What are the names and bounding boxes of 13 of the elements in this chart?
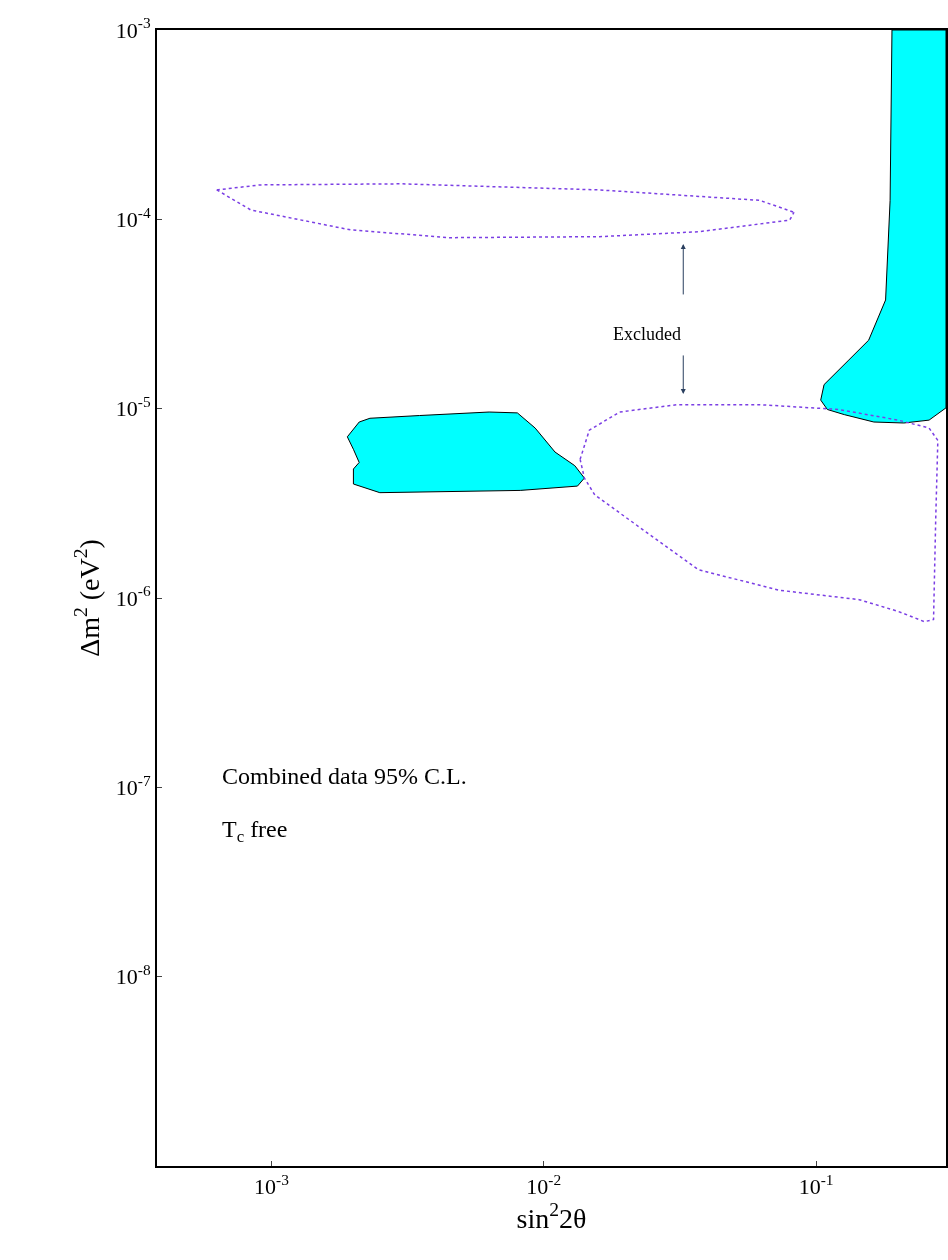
y-tick-label: 10$^{-4}$	[115, 203, 151, 233]
y-tick-label: 10$^{-6}$	[115, 582, 151, 611]
x-tick-label: 10$^{-2}$	[526, 1171, 562, 1200]
x-tick-label: 10$^{-3}$	[254, 1171, 290, 1200]
x-tick-label: 10$^{-1}$	[798, 1171, 834, 1200]
annotation: Excluded	[613, 324, 681, 344]
y-tick-label: 10$^{-3}$	[115, 14, 151, 43]
annotation: T$_{c}$ free	[222, 816, 288, 847]
annotation: Combined data 95% C.L.	[222, 763, 467, 789]
y-tick-label: 10$^{-7}$	[115, 771, 151, 801]
y-tick-label: 10$^{-5}$	[115, 393, 151, 422]
x-axis-title: sin$^{2}$2θ	[516, 1199, 587, 1235]
y-tick-label: 10$^{-8}$	[115, 961, 151, 990]
